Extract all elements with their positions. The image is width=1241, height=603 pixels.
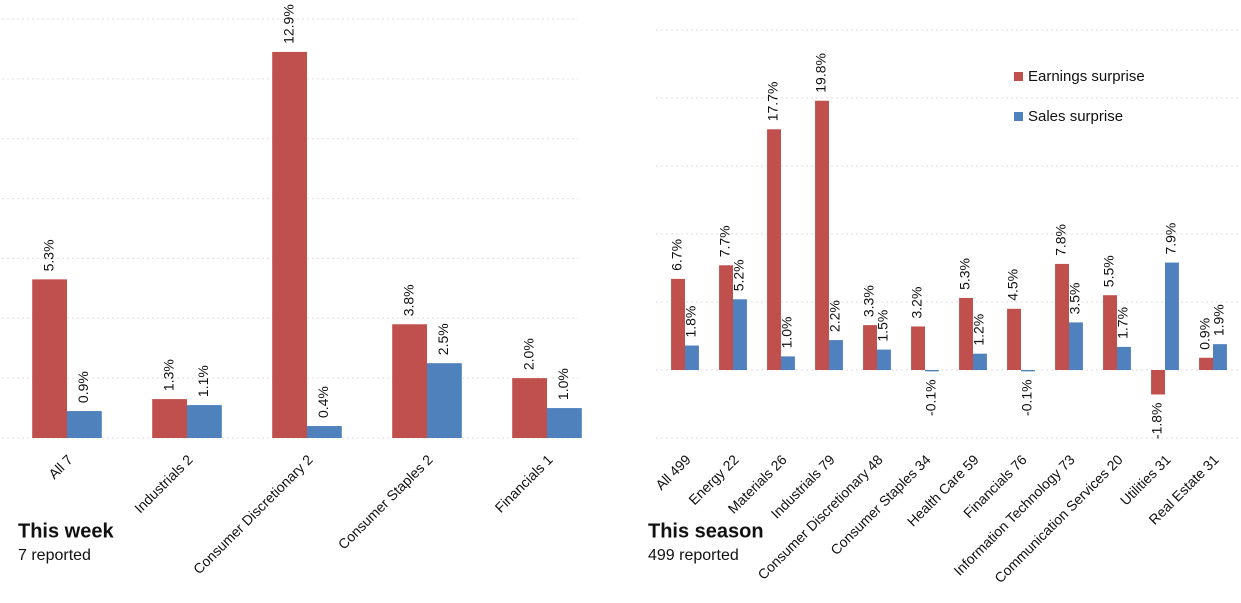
value-label: 19.8% [813, 53, 829, 93]
value-label: 6.7% [669, 239, 685, 271]
bar [959, 297, 973, 370]
chart-title: This season [648, 520, 764, 542]
value-label: -1.8% [1149, 402, 1165, 439]
bar [685, 345, 699, 370]
value-label: 5.3% [40, 239, 56, 271]
value-label: 1.8% [683, 306, 699, 338]
x-tick-label: Industrials 2 [131, 451, 196, 516]
bar [1199, 357, 1213, 370]
x-tick-label: Consumer Staples 2 [335, 451, 436, 552]
value-label: 1.0% [779, 316, 795, 348]
bar [1055, 263, 1069, 370]
value-label: 5.5% [1101, 255, 1117, 287]
value-label: 1.1% [195, 365, 211, 397]
value-label: 2.2% [827, 300, 843, 332]
value-label: 1.5% [875, 310, 891, 342]
value-label: 4.5% [1005, 269, 1021, 301]
value-label: 1.3% [160, 359, 176, 391]
legend-label: Sales surprise [1028, 108, 1123, 125]
value-label: 3.2% [909, 287, 925, 319]
bar [427, 363, 462, 438]
bar [67, 411, 102, 438]
bar [767, 129, 781, 370]
chart-title: This week [18, 520, 114, 542]
x-tick-label: All 499 [652, 451, 694, 493]
x-tick-label: Consumer Discretionary 2 [190, 451, 316, 577]
bar [547, 408, 582, 438]
bar [1213, 344, 1227, 370]
bar [1007, 308, 1021, 370]
value-label: 3.8% [400, 284, 416, 316]
bar [1103, 295, 1117, 370]
value-label: 7.7% [717, 225, 733, 257]
legend-swatch [1014, 112, 1023, 121]
bar [781, 356, 795, 370]
bar [671, 278, 685, 370]
value-label: -0.1% [1019, 379, 1035, 416]
chart-subtitle: 499 reported [648, 547, 739, 564]
value-label: 0.9% [75, 371, 91, 403]
bar [512, 378, 547, 438]
value-label: 2.0% [520, 338, 536, 370]
value-label: 7.8% [1053, 224, 1069, 256]
value-label: 5.3% [957, 258, 973, 290]
bar [1021, 370, 1035, 372]
value-label: 1.9% [1211, 304, 1227, 336]
bar [1117, 346, 1131, 370]
bar [829, 340, 843, 370]
x-tick-label: Financials 1 [492, 451, 556, 515]
value-label: 0.9% [1197, 318, 1213, 350]
chart-subtitle: 7 reported [18, 547, 91, 564]
bar [925, 370, 939, 372]
legend-swatch [1014, 72, 1023, 81]
bar [973, 353, 987, 370]
value-label: 3.5% [1067, 282, 1083, 314]
bar [815, 100, 829, 370]
value-label: 3.3% [861, 285, 877, 317]
bar [1165, 262, 1179, 370]
value-label: 1.7% [1115, 307, 1131, 339]
bar [187, 405, 222, 438]
bar [272, 51, 307, 439]
value-label: 2.5% [435, 323, 451, 355]
bar [719, 265, 733, 370]
value-label: 1.2% [971, 314, 987, 346]
bar [152, 399, 187, 438]
legend-label: Earnings surprise [1028, 68, 1145, 85]
value-label: 5.2% [731, 259, 747, 291]
bar [32, 279, 67, 438]
bar [392, 324, 427, 438]
bar [877, 349, 891, 370]
bar [1151, 370, 1165, 395]
bar [911, 326, 925, 370]
value-label: 12.9% [280, 4, 296, 44]
bar [863, 325, 877, 370]
bar [733, 299, 747, 370]
x-tick-label: All 7 [45, 451, 76, 482]
value-label: 0.4% [315, 386, 331, 418]
value-label: 17.7% [765, 82, 781, 122]
value-label: 7.9% [1163, 223, 1179, 255]
bar [1069, 322, 1083, 370]
value-label: -0.1% [923, 379, 939, 416]
value-label: 1.0% [555, 368, 571, 400]
bar [307, 426, 342, 438]
